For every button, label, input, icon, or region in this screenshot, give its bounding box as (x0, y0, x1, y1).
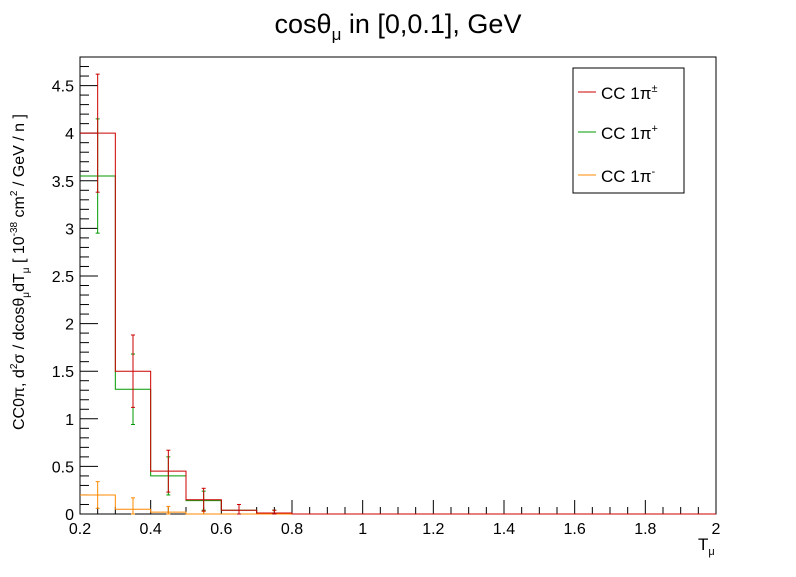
legend: CC 1π± CC 1π+ CC 1π- (572, 67, 685, 194)
legend-label-2-sup: - (651, 166, 655, 178)
x-tick-label: 0.4 (140, 521, 162, 538)
hist-series-2 (80, 494, 716, 515)
axis-ticks: 0.2 0.4 0.6 0.8 1 1.2 1.4 1.6 1.8 2 0 0.5 1 1.5 2 2.5 3 3… (52, 56, 721, 538)
x-tick-label: 1 (358, 521, 367, 538)
y-axis-label: CC0π, d2σ / dcosθμdTμ [ 10-38 cm2 / GeV … (9, 114, 32, 430)
x-tick-label: 1.8 (634, 521, 656, 538)
y-label-sub2: μ (21, 267, 32, 273)
legend-label-0-sup: ± (651, 83, 657, 95)
y-label-sub1: μ (21, 292, 32, 298)
y-label-sup1: 2 (9, 363, 20, 369)
y-label-p6: / GeV / n ] (11, 114, 28, 190)
title-rest: in [0,0.1], GeV (341, 9, 521, 39)
legend-label-2-main: CC 1π (601, 167, 651, 186)
y-label-p4: [ 10 (11, 236, 28, 267)
y-tick-label: 0.5 (52, 459, 74, 476)
y-tick-label: 2 (65, 317, 74, 334)
y-tick-label: 0 (65, 507, 74, 524)
chart-title: cosθμ in [0,0.1], GeV (275, 9, 522, 44)
y-label-p3: dT (11, 273, 28, 292)
y-tick-label: 4 (65, 126, 74, 143)
x-tick-label: 1.6 (564, 521, 586, 538)
error-bars (95, 73, 277, 515)
title-main: cosθ (275, 9, 332, 39)
y-label-p5: cm (11, 196, 28, 222)
legend-label-1-sup: + (651, 123, 657, 135)
hist-series-1 (80, 175, 716, 515)
legend-label-1-main: CC 1π (601, 124, 651, 143)
x-tick-label: 0.8 (281, 521, 303, 538)
x-tick-label: 0.2 (69, 521, 91, 538)
legend-label-0: CC 1π± (601, 83, 658, 103)
legend-box (572, 67, 685, 194)
legend-label-2: CC 1π- (601, 166, 655, 186)
title-sub: μ (332, 25, 342, 44)
y-label-sup3: 2 (9, 190, 20, 196)
x-tick-label: 2 (712, 521, 721, 538)
x-axis-label: Tμ (698, 535, 715, 558)
x-axis-label-sub: μ (708, 546, 714, 558)
y-label-p1: CC0π, d (11, 369, 28, 430)
y-tick-label: 2.5 (52, 269, 74, 286)
y-label-p2: σ / dcosθ (11, 298, 28, 364)
y-tick-label: 3.5 (52, 174, 74, 191)
x-tick-label: 0.6 (210, 521, 232, 538)
legend-label-1: CC 1π+ (601, 123, 658, 143)
y-label-sup2: -38 (9, 221, 20, 236)
x-axis-label-main: T (698, 535, 708, 554)
y-tick-label: 1 (65, 412, 74, 429)
y-tick-label: 4.5 (52, 79, 74, 96)
legend-label-0-main: CC 1π (601, 84, 651, 103)
x-tick-label: 1.4 (493, 521, 515, 538)
y-tick-label: 1.5 (52, 364, 74, 381)
x-tick-label: 1.2 (422, 521, 444, 538)
y-tick-label: 3 (65, 221, 74, 238)
